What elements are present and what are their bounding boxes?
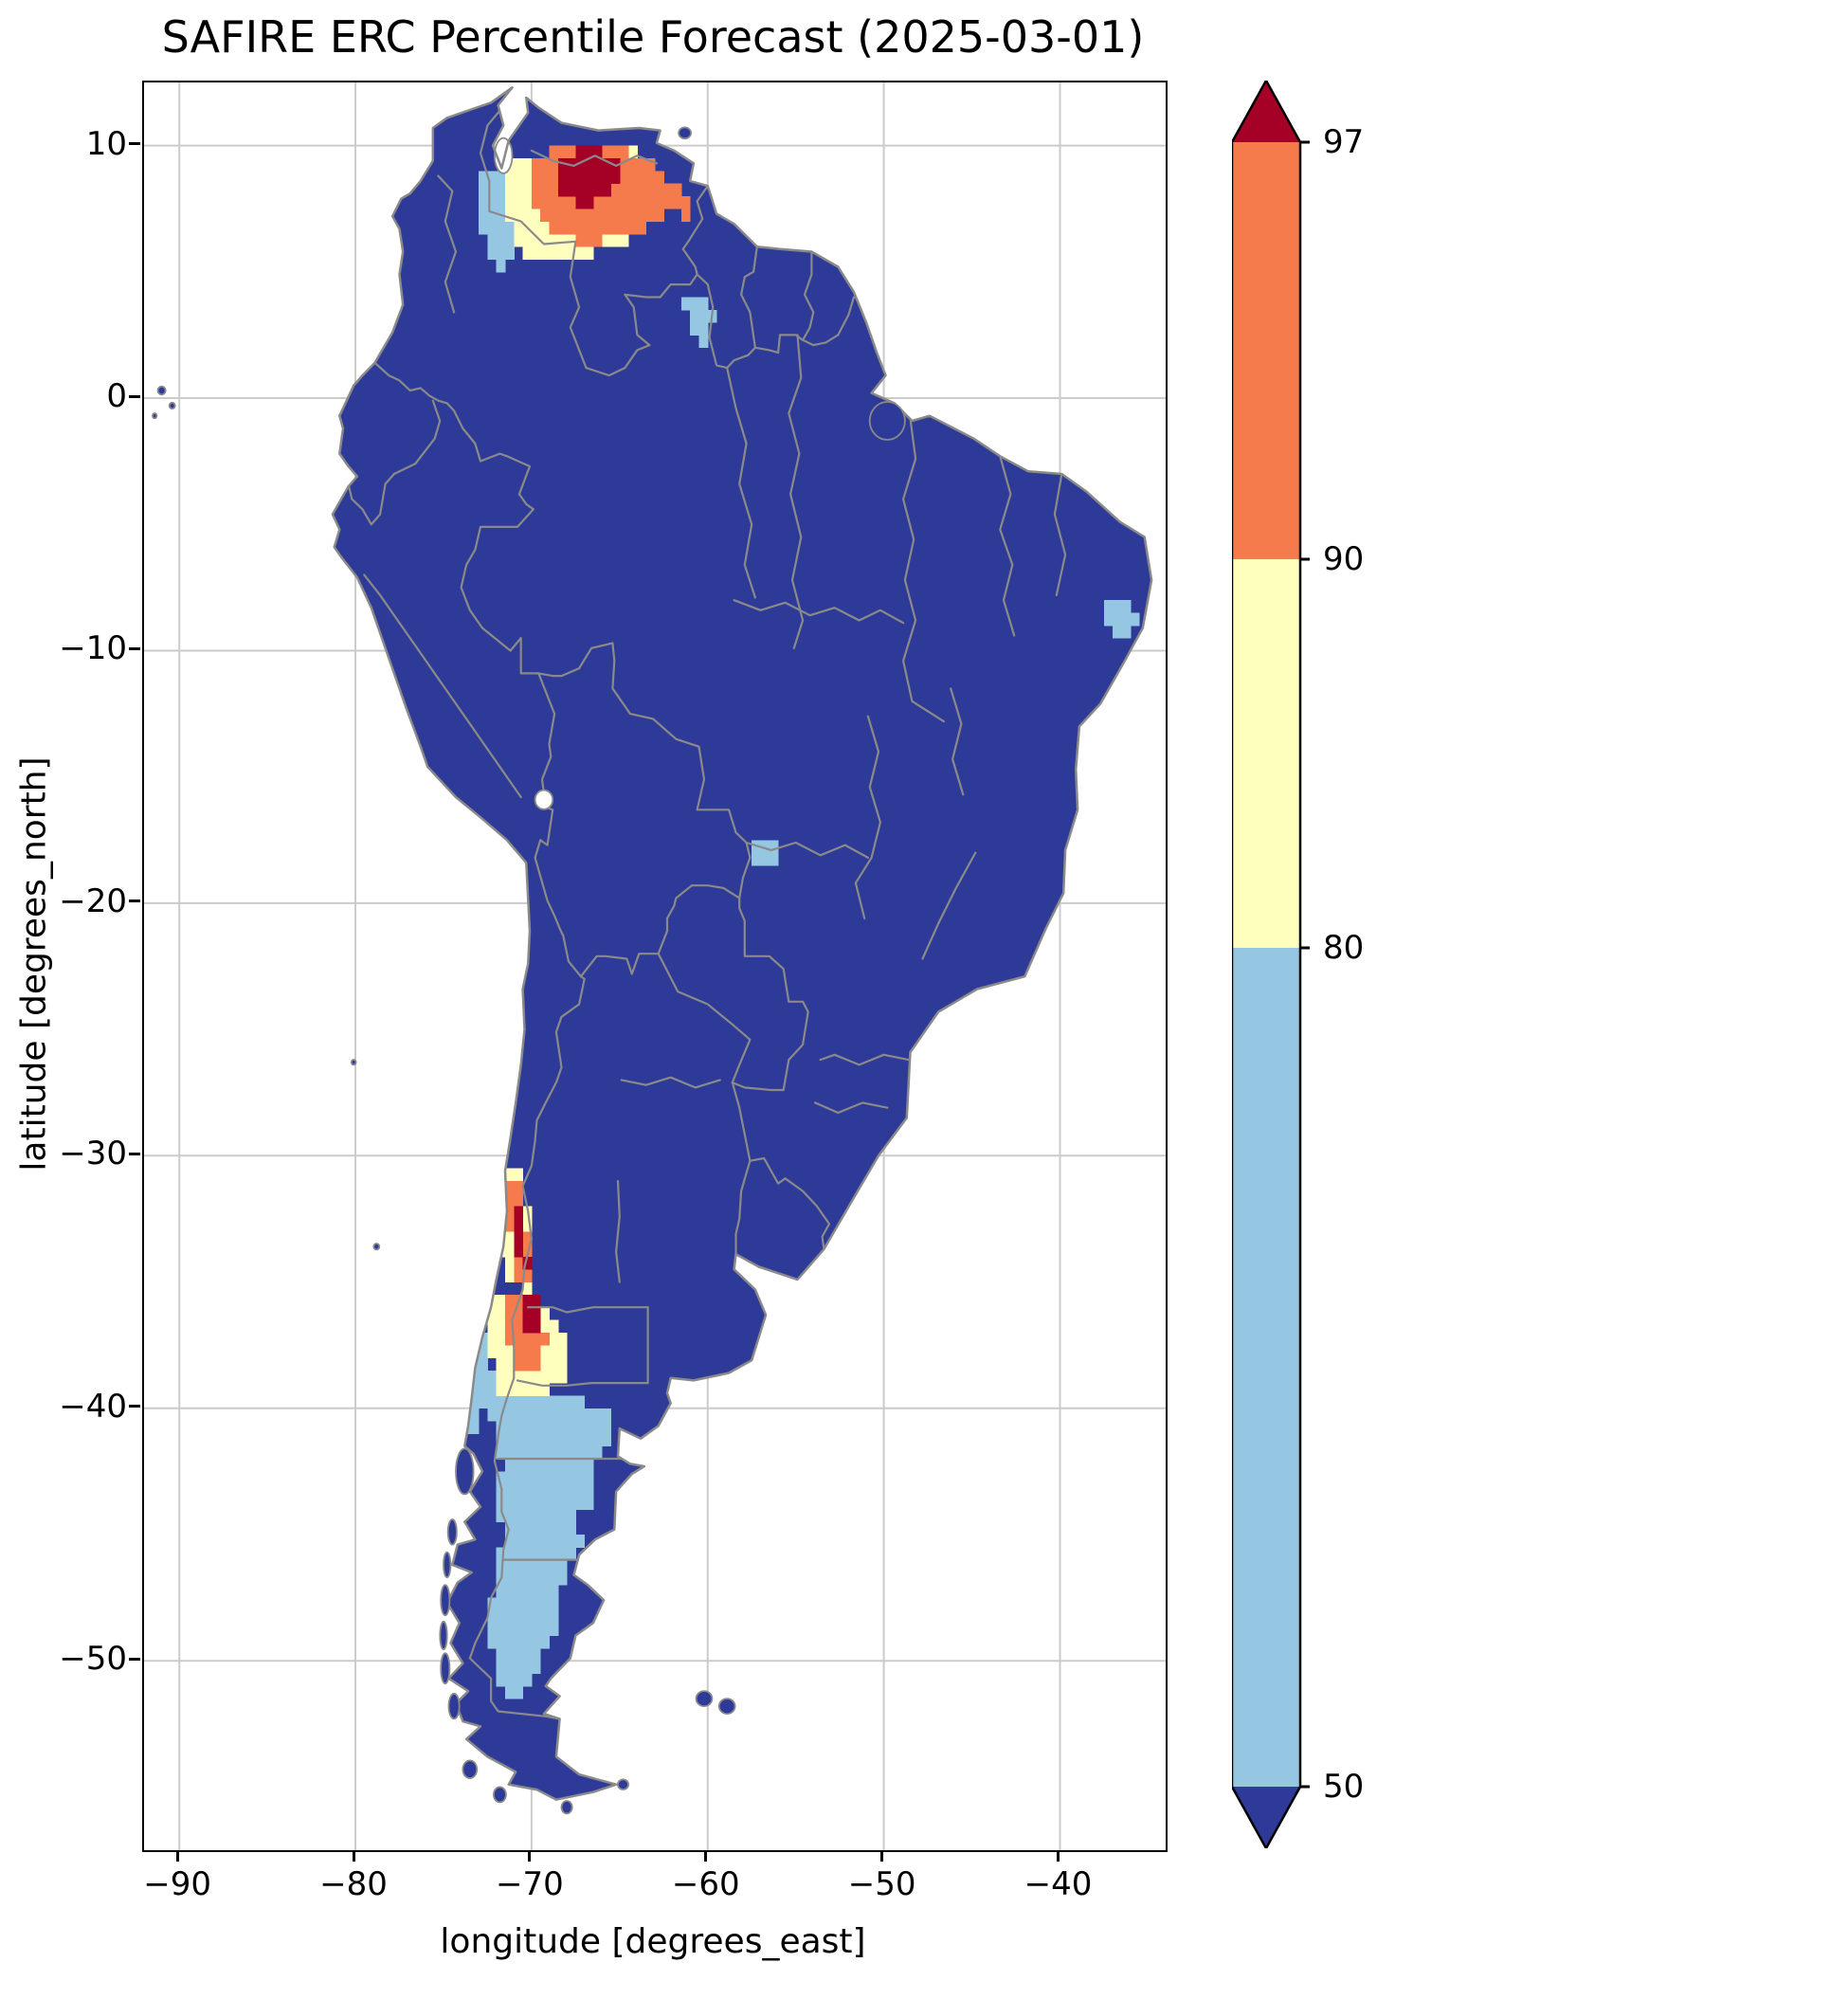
y-tick-mark: [129, 142, 140, 146]
map-plot-area: [142, 81, 1168, 1852]
y-tick-label: −10: [59, 629, 127, 668]
x-tick-label: −40: [1024, 1865, 1093, 1903]
x-tick-mark: [704, 1850, 708, 1862]
y-tick-label: 10: [85, 124, 127, 163]
x-tick-mark: [352, 1850, 355, 1862]
y-tick-label: −50: [59, 1640, 127, 1679]
colorbar-canvas: [1230, 78, 1310, 1851]
colorbar: [1230, 78, 1312, 1851]
colorbar-tick-label: 80: [1323, 929, 1365, 967]
y-tick-label: −30: [59, 1135, 127, 1173]
y-tick-mark: [129, 646, 140, 650]
y-tick-mark: [129, 900, 140, 903]
y-tick-mark: [129, 1405, 140, 1408]
x-tick-mark: [175, 1850, 179, 1862]
x-tick-mark: [880, 1850, 884, 1862]
x-tick-mark: [528, 1850, 532, 1862]
x-tick-mark: [1056, 1850, 1060, 1862]
y-tick-mark: [129, 1657, 140, 1661]
y-tick-mark: [129, 1152, 140, 1155]
x-tick-label: −90: [143, 1865, 212, 1903]
colorbar-tick-label: 90: [1323, 540, 1365, 578]
colorbar-tick-label: 50: [1323, 1768, 1365, 1806]
x-axis-label: longitude [degrees_east]: [440, 1922, 866, 1961]
x-tick-label: −50: [847, 1865, 916, 1903]
y-tick-label: −20: [59, 881, 127, 920]
x-tick-label: −70: [496, 1865, 564, 1903]
y-tick-label: 0: [106, 377, 127, 416]
y-axis-label: latitude [degrees_north]: [14, 756, 54, 1172]
map-canvas: [144, 82, 1166, 1850]
colorbar-tick-label: 97: [1323, 123, 1365, 161]
chart-title: SAFIRE ERC Percentile Forecast (2025-03-…: [161, 11, 1145, 63]
y-tick-mark: [129, 394, 140, 398]
x-tick-label: −60: [671, 1865, 740, 1903]
y-tick-label: −40: [59, 1387, 127, 1426]
x-tick-label: −80: [319, 1865, 388, 1903]
